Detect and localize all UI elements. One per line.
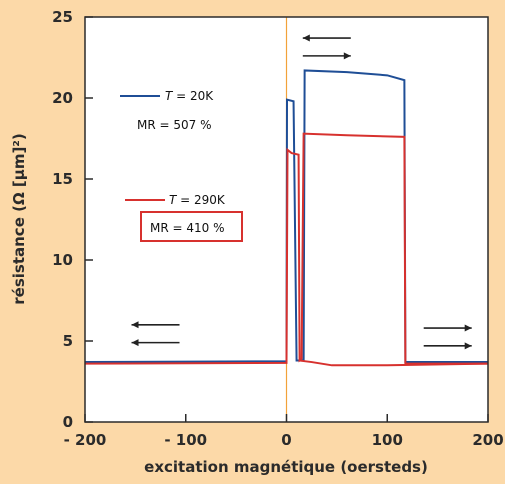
annotation-mr-290k-box xyxy=(140,211,243,242)
direction-arrow-5 xyxy=(423,342,472,350)
direction-arrow-3 xyxy=(302,52,351,60)
y-tick-label: 25 xyxy=(52,8,73,26)
x-tick-label: - 100 xyxy=(164,431,207,449)
series-line-1 xyxy=(84,132,488,365)
direction-arrow-4 xyxy=(423,324,472,332)
x-tick-label: 0 xyxy=(281,431,291,449)
x-tick-label: 100 xyxy=(372,431,403,449)
y-tick-label: 10 xyxy=(52,251,73,269)
x-tick-label: - 200 xyxy=(64,431,107,449)
ticks-layer: - 200 - 100 0 100 200 0 5 10 15 20 25 xyxy=(52,8,504,449)
x-axis-label: excitation magnétique (oersteds) xyxy=(144,458,428,476)
y-axis-label: résistance (Ω [µm]²) xyxy=(10,133,28,304)
direction-arrow-1 xyxy=(131,339,180,347)
legend-var-20k: T xyxy=(165,89,174,103)
arrow-layer xyxy=(131,34,472,350)
x-tick-label: 200 xyxy=(472,431,503,449)
y-tick-label: 0 xyxy=(63,413,73,431)
annotation-mr-290k: MR = 410 % xyxy=(150,221,225,235)
y-tick-label: 15 xyxy=(52,170,73,188)
direction-arrow-0 xyxy=(131,321,180,329)
annotation-mr-20k: MR = 507 % xyxy=(137,118,212,132)
direction-arrow-2 xyxy=(302,34,351,42)
legend-text-20k: = 20K xyxy=(172,89,214,103)
legend-var-290k: T xyxy=(169,193,178,207)
series-layer xyxy=(84,69,489,367)
legend-label-20k: T = 20K xyxy=(165,89,214,103)
legend: T = 20K MR = 507 % T = 290K MR = 410 % xyxy=(120,89,243,242)
legend-text-290k: = 290K xyxy=(176,193,226,207)
series-line-0 xyxy=(84,69,488,364)
series-line-2 xyxy=(298,359,489,367)
y-tick-label: 20 xyxy=(52,89,73,107)
y-tick-label: 5 xyxy=(63,332,73,350)
legend-label-290k: T = 290K xyxy=(169,193,226,207)
